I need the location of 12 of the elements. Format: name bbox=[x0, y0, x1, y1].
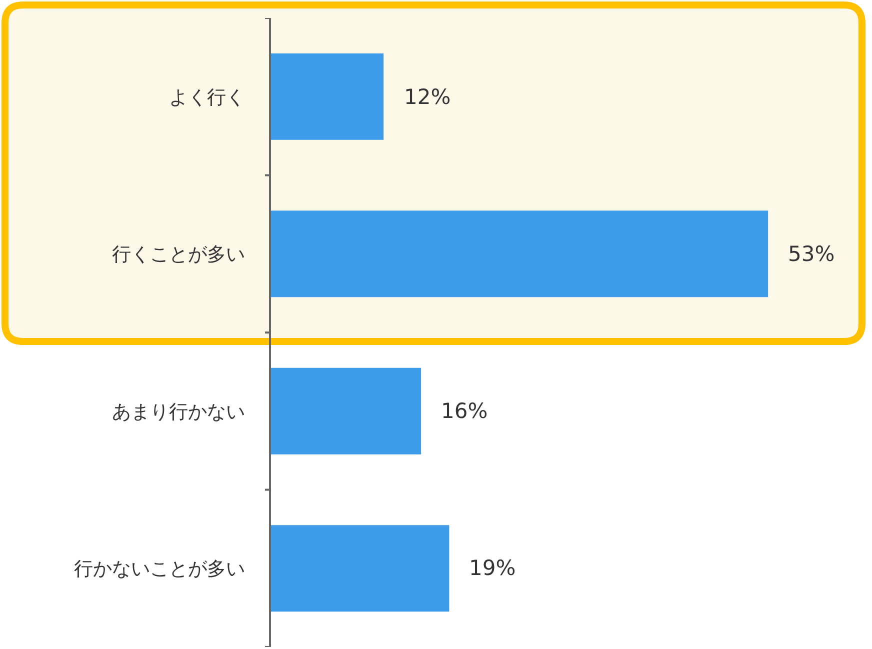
data-label: 12% bbox=[404, 85, 451, 109]
y-tick-label: 行かないことが多い bbox=[74, 558, 246, 580]
data-label: 16% bbox=[441, 399, 488, 423]
data-label: 53% bbox=[788, 242, 835, 266]
bar bbox=[271, 53, 384, 140]
bar bbox=[271, 210, 768, 298]
y-tick-label: 行くことが多い bbox=[112, 244, 246, 266]
y-tick-label: よく行く bbox=[169, 86, 246, 108]
bar bbox=[271, 525, 450, 612]
y-tick-label: あまり行かない bbox=[112, 400, 246, 423]
data-label: 19% bbox=[469, 556, 516, 580]
bar bbox=[271, 368, 422, 454]
